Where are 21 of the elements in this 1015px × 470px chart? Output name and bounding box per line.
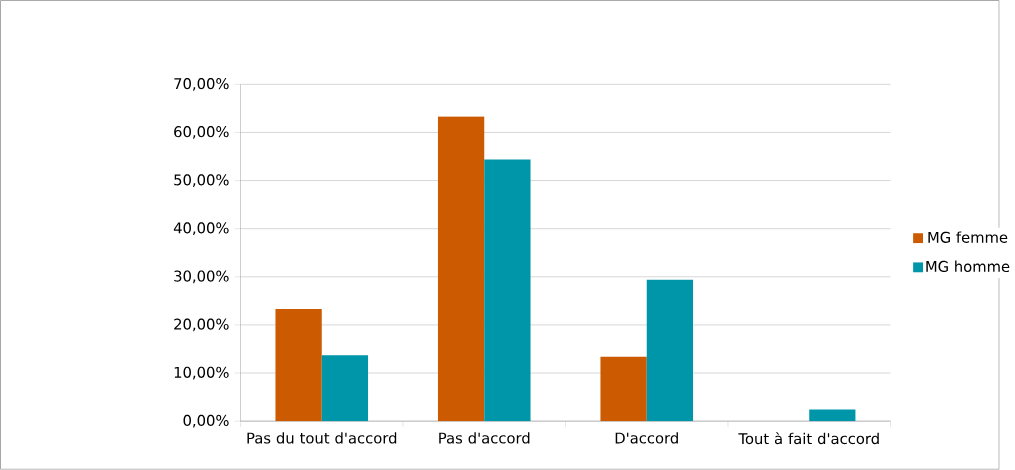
y-tick-label: 30,00% xyxy=(174,270,229,284)
x-tick-label: Pas du tout d'accord xyxy=(247,432,397,444)
x-tick-label: D'accord xyxy=(615,432,678,444)
y-tick-label: 0,00% xyxy=(183,414,229,428)
bar xyxy=(437,116,485,422)
legend-label: MG homme xyxy=(926,260,1010,273)
bar xyxy=(646,279,694,422)
bar xyxy=(275,309,322,422)
y-tick-label: 50,00% xyxy=(174,174,229,188)
x-tick-label: Tout à fait d'accord xyxy=(738,432,879,445)
x-tick-label: Pas d'accord xyxy=(439,432,530,444)
y-tick-label: 20,00% xyxy=(174,318,229,332)
bar xyxy=(809,409,856,422)
y-tick-label: 70,00% xyxy=(174,78,229,91)
y-tick-label: 40,00% xyxy=(173,222,229,236)
bar xyxy=(321,355,369,422)
bar xyxy=(600,356,647,422)
bar xyxy=(484,159,531,422)
y-tick-label: 60,00% xyxy=(174,126,229,139)
legend-label: MG femme xyxy=(928,231,1008,243)
y-tick-label: 10,00% xyxy=(174,366,229,380)
